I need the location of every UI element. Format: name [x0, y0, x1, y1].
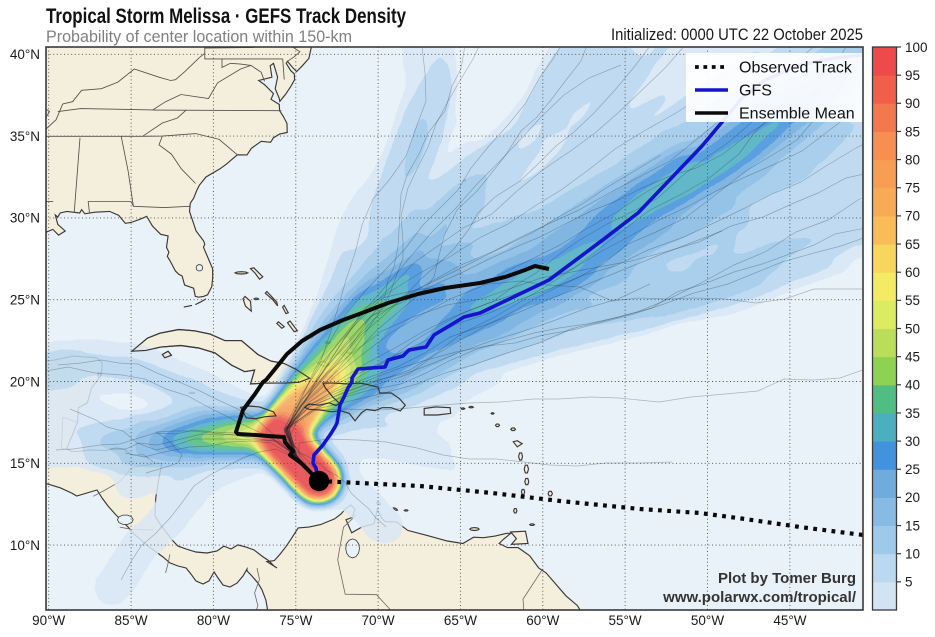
svg-text:80: 80	[905, 152, 920, 167]
svg-text:40: 40	[905, 378, 920, 393]
svg-text:40°N: 40°N	[10, 47, 40, 62]
svg-text:10°N: 10°N	[10, 538, 40, 553]
svg-text:85: 85	[905, 124, 920, 139]
svg-text:www.polarwx.com/tropical/: www.polarwx.com/tropical/	[662, 589, 857, 606]
svg-text:Observed Track: Observed Track	[739, 60, 853, 77]
svg-text:30: 30	[905, 434, 920, 449]
svg-text:70°W: 70°W	[362, 613, 395, 628]
svg-text:Initialized: 0000 UTC 22 Octob: Initialized: 0000 UTC 22 October 2025	[611, 26, 863, 44]
svg-text:Tropical Storm Melissa · GEFS: Tropical Storm Melissa · GEFS Track Dens…	[46, 4, 406, 28]
svg-text:50°W: 50°W	[691, 613, 724, 628]
svg-text:25: 25	[905, 462, 920, 477]
svg-text:75°W: 75°W	[279, 613, 312, 628]
svg-text:5: 5	[905, 575, 913, 590]
svg-text:65°W: 65°W	[444, 613, 477, 628]
svg-text:85°W: 85°W	[115, 613, 148, 628]
svg-text:45: 45	[905, 349, 920, 364]
svg-text:35°N: 35°N	[10, 129, 40, 144]
svg-text:20°N: 20°N	[10, 374, 40, 389]
svg-text:15°N: 15°N	[10, 456, 40, 471]
svg-text:90°W: 90°W	[32, 613, 65, 628]
svg-text:55: 55	[905, 293, 920, 308]
svg-text:30°N: 30°N	[10, 211, 40, 226]
svg-text:35: 35	[905, 406, 920, 421]
svg-text:25°N: 25°N	[10, 293, 40, 308]
svg-text:90: 90	[905, 96, 920, 111]
svg-text:50: 50	[905, 321, 920, 336]
svg-text:15: 15	[905, 518, 920, 533]
svg-text:100: 100	[905, 40, 928, 55]
svg-text:65: 65	[905, 237, 920, 252]
svg-text:Ensemble Mean: Ensemble Mean	[739, 106, 855, 123]
svg-text:75: 75	[905, 181, 920, 196]
svg-text:Plot by Tomer Burg: Plot by Tomer Burg	[718, 570, 856, 587]
svg-text:60: 60	[905, 265, 920, 280]
svg-text:10: 10	[905, 547, 920, 562]
svg-text:55°W: 55°W	[609, 613, 642, 628]
svg-text:70: 70	[905, 209, 920, 224]
svg-text:80°W: 80°W	[197, 613, 230, 628]
svg-text:45°W: 45°W	[773, 613, 806, 628]
svg-text:60°W: 60°W	[526, 613, 559, 628]
svg-text:20: 20	[905, 490, 920, 505]
svg-text:GFS: GFS	[739, 83, 772, 100]
svg-text:95: 95	[905, 68, 920, 83]
svg-text:Probability of center location: Probability of center location within 15…	[46, 28, 352, 46]
